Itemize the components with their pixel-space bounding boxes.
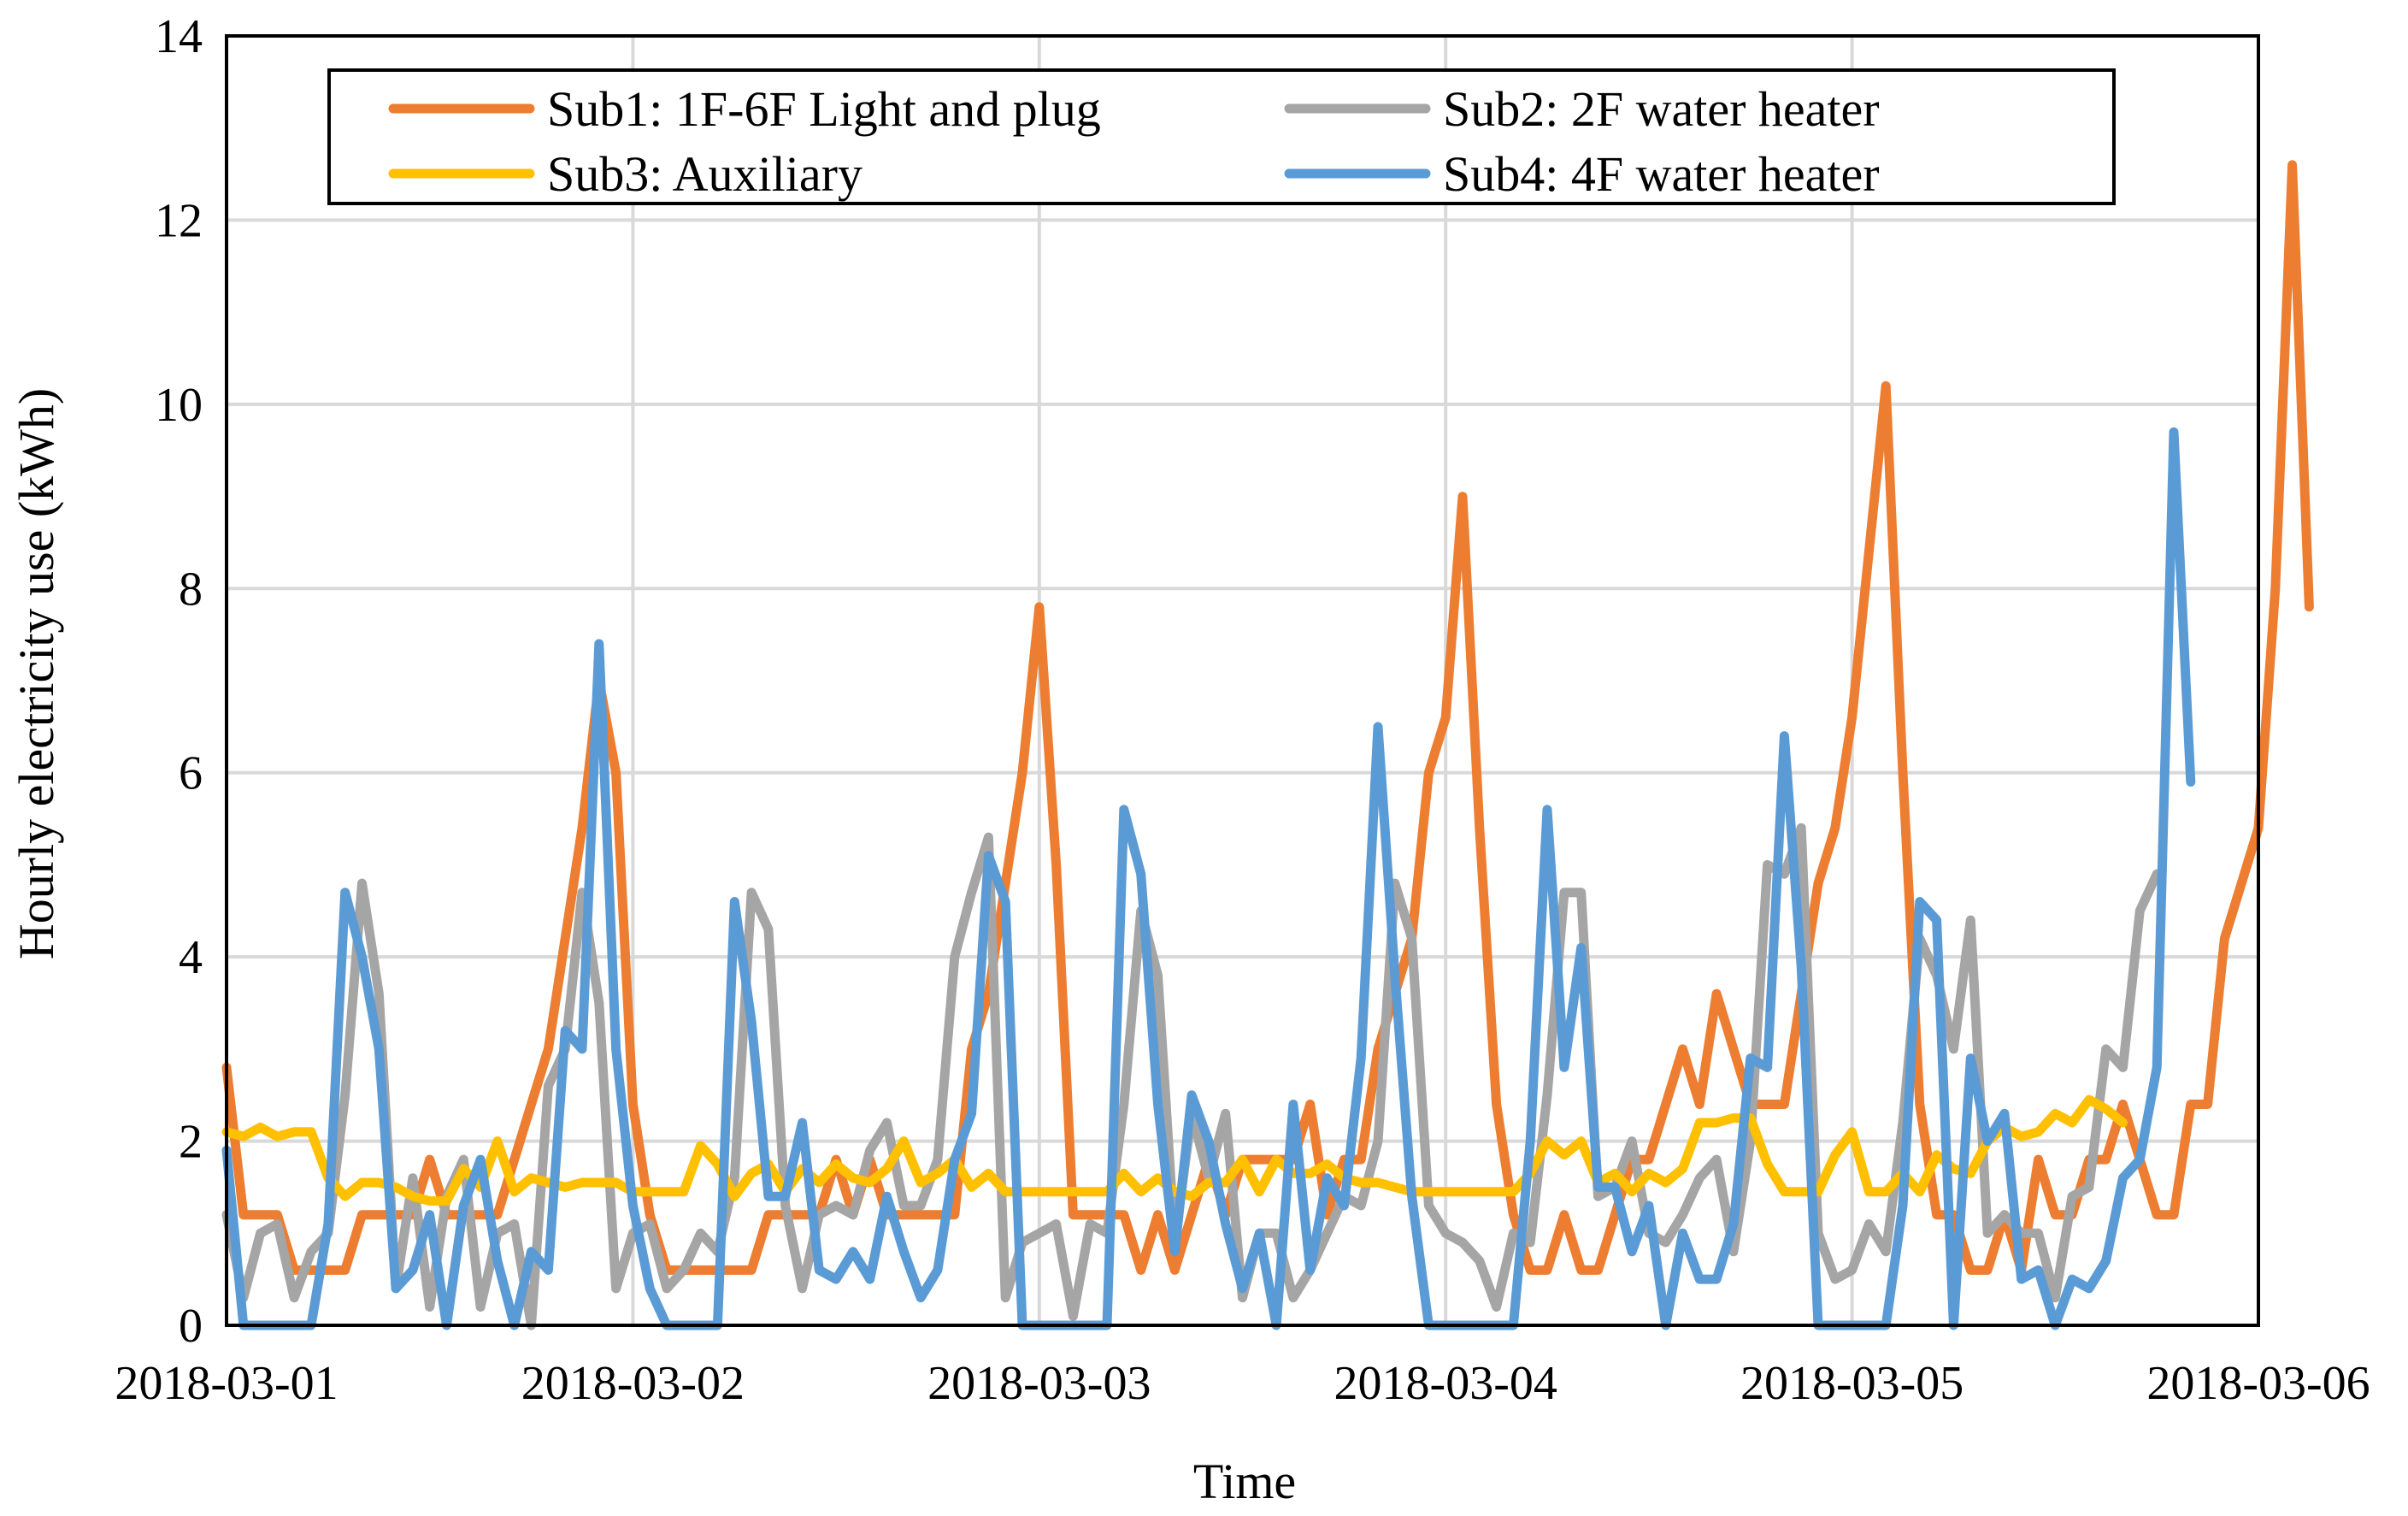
series-lines xyxy=(221,160,2314,1330)
y-tick-label: 6 xyxy=(179,747,203,800)
y-tick-label: 0 xyxy=(179,1300,203,1353)
legend-label-sub2: Sub2: 2F water heater xyxy=(1443,81,1880,137)
legend-label-sub1: Sub1: 1F-6F Light and plug xyxy=(547,81,1101,137)
x-tick-label: 2018-03-05 xyxy=(1740,1357,1963,1410)
y-axis-title: Hourly electricity use (kWh) xyxy=(9,388,64,959)
y-tick-label: 4 xyxy=(179,931,203,984)
y-tick-label: 8 xyxy=(179,563,203,616)
y-tick-label: 14 xyxy=(155,10,203,63)
x-axis-title: Time xyxy=(1193,1454,1296,1509)
series-line-sub3 xyxy=(221,1094,2128,1206)
x-tick-label: 2018-03-01 xyxy=(115,1357,338,1410)
plot-area-border xyxy=(225,34,2260,1327)
y-tick-label: 12 xyxy=(155,194,203,247)
x-tick-label: 2018-03-06 xyxy=(2146,1357,2370,1410)
x-tick-label: 2018-03-03 xyxy=(927,1357,1151,1410)
y-tick-label: 10 xyxy=(155,379,203,432)
x-tick-label: 2018-03-02 xyxy=(521,1357,745,1410)
legend-label-sub4: Sub4: 4F water heater xyxy=(1443,146,1880,202)
series-line-sub1 xyxy=(221,160,2314,1275)
grid-lines xyxy=(225,34,2260,1327)
legend-label-sub3: Sub3: Auxiliary xyxy=(547,146,863,202)
legend: Sub1: 1F-6F Light and plug Sub2: 2F water… xyxy=(327,68,2116,205)
y-tick-label: 2 xyxy=(179,1116,203,1169)
x-tick-label: 2018-03-04 xyxy=(1334,1357,1557,1410)
x-axis-tick-labels: 2018-03-01 2018-03-02 2018-03-03 2018-03-04… xyxy=(115,1357,2370,1410)
legend-box xyxy=(327,68,2116,205)
series-line-sub2 xyxy=(221,823,2162,1330)
y-axis-tick-labels: 0 2 4 6 8 10 12 14 xyxy=(155,10,203,1353)
